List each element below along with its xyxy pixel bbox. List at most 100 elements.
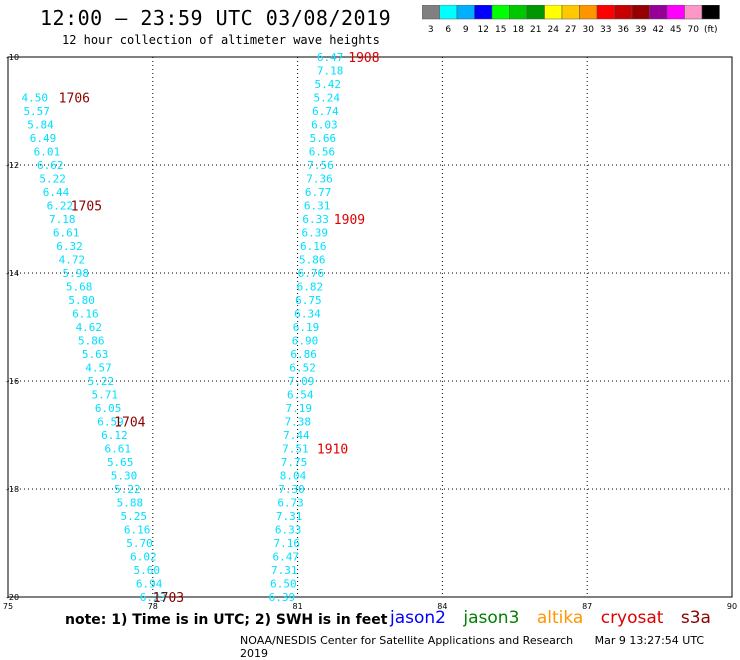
x-tick-label: 81 xyxy=(293,602,303,610)
pass-time-label: 1909 xyxy=(334,213,365,228)
wave-height-value: 6.94 xyxy=(136,578,163,591)
x-tick-label: 84 xyxy=(437,602,447,610)
pass-time-label: 1908 xyxy=(348,51,379,66)
wave-height-value: 6.52 xyxy=(289,362,316,375)
wave-height-value: 6.02 xyxy=(130,551,157,564)
wave-height-value: 7.09 xyxy=(288,375,315,388)
x-tick-label: 75 xyxy=(3,602,13,610)
colorbar-label: 36 xyxy=(618,25,630,35)
wave-height-value: 5.70 xyxy=(126,537,152,550)
wave-height-value: 4.57 xyxy=(85,362,112,375)
page-subtitle: 12 hour collection of altimeter wave hei… xyxy=(62,33,380,47)
wave-height-value: 7.31 xyxy=(271,564,298,577)
wave-height-value: 7.36 xyxy=(306,173,333,186)
wave-height-value: 8.04 xyxy=(280,470,307,483)
wave-height-value: 7.56 xyxy=(307,159,334,172)
colorbar-label: 24 xyxy=(548,25,560,35)
satellite-legend-item: jason3 xyxy=(463,608,520,628)
y-tick-label: -12 xyxy=(6,161,19,170)
satellite-legend: jason2 jason3 altika cryosat s3a xyxy=(390,608,723,628)
y-tick-label: -10 xyxy=(6,53,19,62)
wave-height-value: 6.16 xyxy=(72,308,99,321)
wave-height-value: 6.77 xyxy=(305,186,332,199)
wave-height-value: 7.51 xyxy=(282,443,309,456)
satellite-legend-item: cryosat xyxy=(600,608,664,628)
note-text: note: 1) Time is in UTC; 2) SWH is in fe… xyxy=(65,612,388,628)
wave-height-value: 6.61 xyxy=(105,443,131,456)
footer: NOAA/NESDIS Center for Satellite Applica… xyxy=(240,634,740,660)
wave-height-value: 6.39 xyxy=(301,227,328,240)
wave-height-value: 6.16 xyxy=(124,524,151,537)
wave-height-value: 6.90 xyxy=(292,335,319,348)
y-tick-label: -16 xyxy=(6,377,19,386)
wave-height-value: 7.30 xyxy=(278,483,305,496)
wave-height-value: 6.23 xyxy=(140,591,167,604)
x-tick-label: 78 xyxy=(148,602,158,610)
wave-height-value: 5.30 xyxy=(111,470,138,483)
colorbar-label: 3 xyxy=(428,25,434,35)
wave-height-value: 5.98 xyxy=(63,267,90,280)
wave-height-value: 5.86 xyxy=(299,254,326,267)
wave-height-value: 6.47 xyxy=(317,51,344,64)
colorbar-label: 6 xyxy=(445,25,451,35)
wave-height-value: 5.22 xyxy=(88,375,115,388)
wave-height-value: 7.44 xyxy=(283,429,310,442)
pass-time-label: 1705 xyxy=(71,200,102,215)
wave-height-value: 6.22 xyxy=(47,200,74,213)
wave-height-value: 6.16 xyxy=(300,240,327,253)
wave-height-value: 7.18 xyxy=(317,65,344,78)
plot-frame xyxy=(7,56,733,598)
wave-height-value: 6.76 xyxy=(298,267,325,280)
wave-height-value: 7.75 xyxy=(281,456,308,469)
wave-height-value: 6.33 xyxy=(275,524,302,537)
wave-height-value: 4.50 xyxy=(22,92,49,105)
wave-height-value: 7.18 xyxy=(49,213,76,226)
pass-time-label: 1706 xyxy=(59,92,90,107)
wave-height-value: 6.86 xyxy=(290,348,317,361)
wave-height-value: 5.22 xyxy=(39,173,66,186)
wave-height-value: 6.34 xyxy=(294,308,321,321)
wave-height-value: 5.25 xyxy=(120,510,147,523)
wave-height-value: 6.01 xyxy=(34,146,61,159)
wave-height-value: 6.50 xyxy=(270,578,297,591)
wave-height-value: 5.66 xyxy=(310,132,337,145)
wave-height-value: 6.03 xyxy=(311,119,338,132)
wave-height-value: 5.22 xyxy=(114,483,141,496)
colorbar-label: 33 xyxy=(600,25,611,35)
y-tick-label: -14 xyxy=(6,269,19,278)
wave-height-value: 5.42 xyxy=(314,78,341,91)
wave-height-value: 5.71 xyxy=(92,389,119,402)
page-title: 12:00 — 23:59 UTC 03/08/2019 xyxy=(40,6,392,30)
wave-height-value: 6.33 xyxy=(302,213,329,226)
colorbar-label: 18 xyxy=(513,25,525,35)
pass-time-label: 1704 xyxy=(114,416,145,431)
wave-height-value: 6.61 xyxy=(53,227,80,240)
wave-height-value: 6.47 xyxy=(273,551,300,564)
wave-height-value: 5.86 xyxy=(78,335,105,348)
colorbar-label: 42 xyxy=(653,25,664,35)
color-scale-legend: 3 6 9 12 15 18 21 24 27 30 33 36 39 42 45 70 (ft) xyxy=(422,5,720,35)
footer-credit: NOAA/NESDIS Center for Satellite Applica… xyxy=(240,634,574,647)
wave-height-value: 6.82 xyxy=(297,281,324,294)
wave-height-value: 7.31 xyxy=(276,510,303,523)
x-tick-label: 87 xyxy=(582,602,592,610)
wave-height-value: 6.56 xyxy=(309,146,336,159)
colorbar-label: (ft) xyxy=(704,25,718,35)
colorbar-label: 27 xyxy=(565,25,576,35)
y-tick-label: -18 xyxy=(6,485,19,494)
wave-height-value: 7.19 xyxy=(286,402,313,415)
wave-height-value: 5.65 xyxy=(107,456,133,469)
wave-height-value: 6.44 xyxy=(43,186,70,199)
wave-height-value: 6.49 xyxy=(30,132,57,145)
wave-height-value: 6.12 xyxy=(101,429,128,442)
wave-height-value: 5.24 xyxy=(314,92,341,105)
wave-height-value: 5.60 xyxy=(133,564,160,577)
colorbar-label: 15 xyxy=(495,25,506,35)
wave-height-value: 6.73 xyxy=(277,497,304,510)
wave-height-value: 4.62 xyxy=(76,321,103,334)
wave-height-value: 6.31 xyxy=(304,200,331,213)
pass-time-label: 1703 xyxy=(153,591,184,606)
wave-height-value: 6.75 xyxy=(295,294,322,307)
colorbar-swatch xyxy=(701,5,720,20)
colorbar-label: 9 xyxy=(463,25,469,35)
